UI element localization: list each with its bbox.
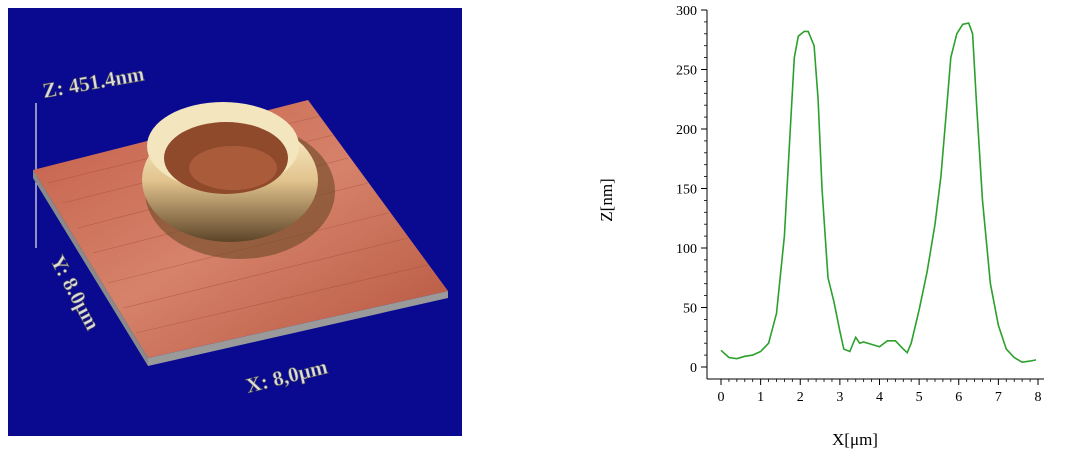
surface-edge-left	[33, 170, 148, 366]
x-tick-label: 2	[797, 390, 804, 405]
x-tick-label: 8	[1035, 390, 1042, 405]
afm-3d-image: Z: 451.4nm Y: 8.0μm X: 8,0μm	[8, 8, 462, 436]
height-profile-chart: 0 50 100 150 200 250 300 0 1 2 3 4 5 6 7 8 X[μm] Z[nm]	[560, 0, 1074, 460]
chart-axes	[706, 10, 1044, 380]
y-tick-label: 300	[676, 4, 697, 19]
profile-series-line	[720, 22, 1037, 364]
surface-edge-front	[148, 291, 448, 366]
x-tick-label: 6	[955, 390, 962, 405]
x-tick-label: 0	[718, 390, 725, 405]
x-tick-label: 5	[916, 390, 923, 405]
y-tick-label: 250	[676, 64, 697, 79]
x-tick-label: 3	[836, 390, 843, 405]
y-axis-title: Z[nm]	[597, 178, 616, 221]
afm-3d-render: Z: 451.4nm Y: 8.0μm X: 8,0μm	[8, 8, 462, 436]
x-tick-label: 1	[757, 390, 764, 405]
crater-floor	[189, 146, 277, 190]
x-tick-label: 4	[876, 390, 883, 405]
x-tick-label: 7	[995, 390, 1002, 405]
y-tick-label: 0	[690, 361, 697, 376]
y-tick-label: 150	[676, 183, 697, 198]
x-axis-title: X[μm]	[832, 430, 878, 449]
y-tick-label: 100	[676, 242, 697, 257]
profile-chart-svg: 0 50 100 150 200 250 300 0 1 2 3 4 5 6 7 8 X[μm] Z[nm]	[597, 4, 1044, 449]
chart-ticks: 0 50 100 150 200 250 300 0 1 2 3 4 5 6 7 8	[676, 4, 1042, 405]
y-tick-label: 50	[683, 302, 697, 317]
y-tick-label: 200	[676, 123, 697, 138]
